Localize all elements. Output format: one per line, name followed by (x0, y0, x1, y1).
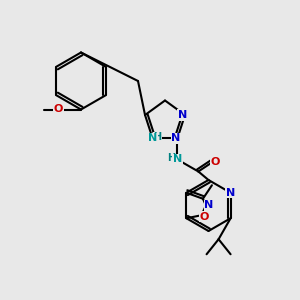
Text: H: H (153, 132, 161, 142)
Text: O: O (200, 212, 209, 222)
Text: N: N (173, 154, 182, 164)
Text: N: N (148, 134, 157, 143)
Text: O: O (210, 158, 220, 167)
Text: H: H (167, 153, 175, 163)
Text: O: O (54, 104, 63, 115)
Text: N: N (204, 200, 214, 211)
Text: N: N (178, 110, 187, 120)
Text: N: N (171, 134, 181, 143)
Text: N: N (226, 188, 235, 198)
